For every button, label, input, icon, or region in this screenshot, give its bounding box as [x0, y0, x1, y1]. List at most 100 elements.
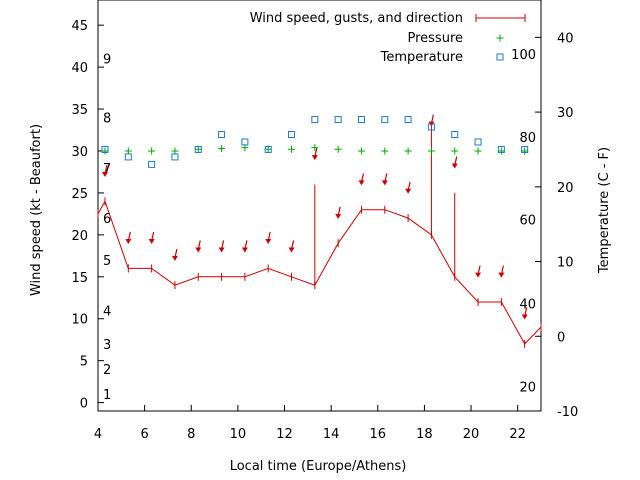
- temperature-point: [101, 145, 109, 153]
- y-tick-label: 40: [71, 61, 88, 76]
- pressure-point: [264, 145, 272, 153]
- x-tick-label: 8: [187, 427, 195, 442]
- temperature-point: [288, 131, 296, 139]
- pressure-point: [334, 145, 342, 153]
- y-tick-label: 5: [80, 355, 88, 370]
- temperature-point: [451, 131, 459, 139]
- wind-direction-arrowhead: [218, 247, 225, 253]
- fahrenheit-label: 100: [511, 48, 536, 63]
- temperature-point: [241, 138, 249, 146]
- y2-tick-label: 40: [557, 31, 574, 46]
- temperature-point: [264, 145, 272, 153]
- pressure-point: [194, 145, 202, 153]
- legend-label-temperature: Temperature: [380, 50, 463, 65]
- temperature-point: [334, 116, 342, 124]
- plot-frame: [97, 0, 542, 412]
- beaufort-label: 5: [103, 254, 111, 269]
- legend-swatch-pressure: [496, 34, 504, 42]
- y-tick-label: 10: [71, 313, 88, 328]
- temperature-point: [381, 116, 389, 124]
- wind-direction-arrowhead: [521, 314, 528, 320]
- x-tick-label: 20: [463, 427, 480, 442]
- wind-direction-arrowhead: [171, 255, 178, 261]
- pressure-point: [218, 144, 226, 152]
- beaufort-label: 8: [103, 111, 111, 126]
- x-tick-label: 16: [370, 427, 387, 442]
- y-tick-label: 20: [71, 229, 88, 244]
- legend-label-pressure: Pressure: [407, 31, 463, 46]
- temperature-point: [171, 153, 179, 161]
- wind-direction-arrowhead: [451, 163, 458, 169]
- wind-direction-arrowhead: [311, 155, 318, 161]
- temperature-point: [497, 145, 505, 153]
- beaufort-label: 4: [103, 304, 111, 319]
- wind-direction-arrowhead: [381, 180, 388, 186]
- wind-direction-arrowhead: [241, 247, 248, 253]
- wind-direction-arrowhead: [405, 188, 412, 194]
- temperature-point: [427, 123, 435, 131]
- pressure-point: [474, 147, 482, 155]
- x-tick-label: 22: [509, 427, 526, 442]
- wind-direction-arrowhead: [125, 239, 132, 245]
- temperature-point: [474, 138, 482, 146]
- temperature-point: [194, 145, 202, 153]
- pressure-point: [427, 147, 435, 155]
- wind-direction-arrowhead: [335, 213, 342, 219]
- x-axis-title: Local time (Europe/Athens): [230, 459, 407, 474]
- y-axis-title: Wind speed (kt - Beaufort): [29, 124, 44, 296]
- y2-tick-label: -10: [557, 405, 578, 420]
- pressure-point: [171, 147, 179, 155]
- pressure-point: [148, 147, 156, 155]
- pressure-point: [357, 147, 365, 155]
- y-tick-label: 35: [71, 103, 88, 118]
- y-tick-label: 15: [71, 271, 88, 286]
- wind-direction-arrowhead: [475, 272, 482, 278]
- temperature-point: [311, 116, 319, 124]
- temperature-point: [124, 153, 132, 161]
- wind-direction-arrowhead: [498, 272, 505, 278]
- pressure-point: [521, 147, 529, 155]
- y2-tick-label: 30: [557, 106, 574, 121]
- beaufort-label: 7: [103, 162, 111, 177]
- pressure-point: [451, 147, 459, 155]
- temperature-point: [357, 116, 365, 124]
- pressure-point: [311, 144, 319, 152]
- y-tick-label: 30: [71, 145, 88, 160]
- y-tick-label: 45: [71, 19, 88, 34]
- y2-tick-label: 10: [557, 256, 574, 271]
- beaufort-label: 1: [103, 388, 111, 403]
- legend-label-wind: Wind speed, gusts, and direction: [250, 11, 463, 26]
- temperature-point: [148, 160, 156, 168]
- y2-tick-label: 0: [557, 330, 565, 345]
- legend-swatch-temperature: [496, 53, 504, 61]
- wind-direction-arrowhead: [265, 239, 272, 245]
- fahrenheit-label: 40: [519, 297, 536, 312]
- temperature-point: [404, 116, 412, 124]
- y-tick-label: 25: [71, 187, 88, 202]
- beaufort-label: 9: [103, 53, 111, 68]
- x-tick-label: 10: [230, 427, 247, 442]
- pressure-point: [404, 147, 412, 155]
- y-tick-label: 0: [80, 397, 88, 412]
- beaufort-label: 3: [103, 338, 111, 353]
- y2-axis-title: Temperature (C - F): [597, 147, 612, 274]
- x-tick-label: 18: [416, 427, 433, 442]
- beaufort-label: 2: [103, 363, 111, 378]
- x-tick-label: 12: [276, 427, 293, 442]
- wind-direction-arrowhead: [288, 247, 295, 253]
- pressure-point: [497, 147, 505, 155]
- fahrenheit-label: 80: [519, 131, 536, 146]
- temperature-point: [218, 131, 226, 139]
- x-tick-label: 4: [94, 427, 102, 442]
- x-tick-label: 6: [140, 427, 148, 442]
- pressure-point: [381, 147, 389, 155]
- fahrenheit-label: 60: [519, 214, 536, 229]
- pressure-point: [124, 147, 132, 155]
- beaufort-label: 6: [103, 212, 111, 227]
- wind-line: [97, 200, 542, 345]
- wind-direction-arrowhead: [101, 171, 108, 177]
- pressure-point: [101, 147, 109, 155]
- y2-tick-label: 20: [557, 181, 574, 196]
- wind-direction-arrowhead: [358, 180, 365, 186]
